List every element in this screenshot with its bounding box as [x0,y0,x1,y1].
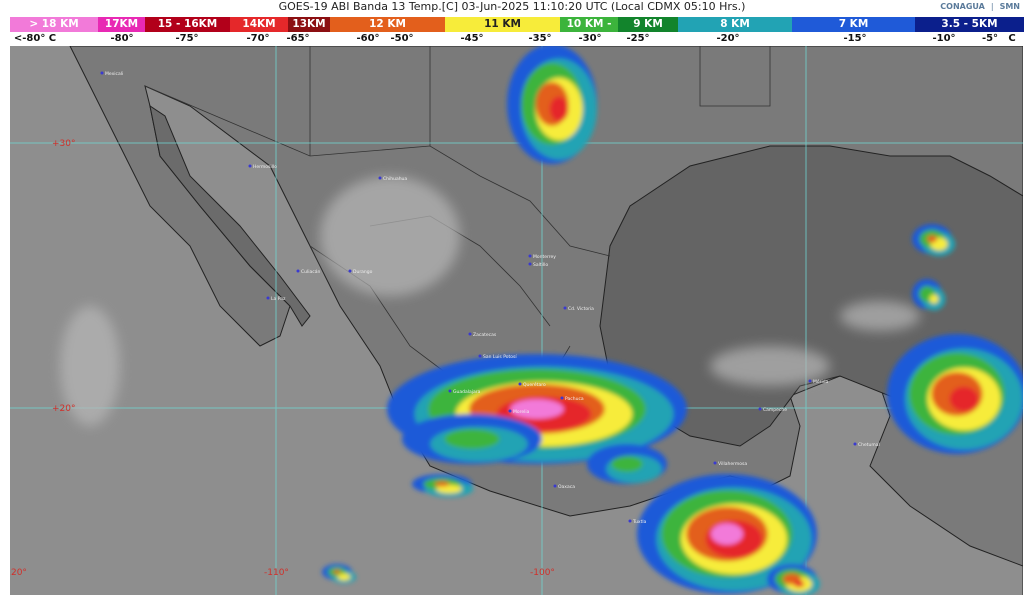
city-label: San Luis Potosí [483,353,517,360]
temperature-label: -10° [932,33,956,44]
city-label: Villahermosa [718,461,747,467]
scale-segment: 8 KM [678,17,792,32]
scale-segment: 11 KM [445,17,560,32]
temperature-label: -20° [716,33,740,44]
city-label: Monterrey [533,254,556,260]
scale-segment: 15 - 16KM [145,17,230,32]
city-labels: Mexicali Hermosillo Chihuahua Culiacán La Pa… [100,71,880,525]
scale-segment: 9 KM [618,17,678,32]
city-label: Culiacán [301,268,320,275]
city-label: Hermosillo [253,164,277,170]
temperature-label: -5° [981,33,999,44]
scale-segment: 10 KM - [560,17,618,32]
temperature-label: C [1008,33,1016,44]
city-marker-icon [713,461,717,465]
city-marker-icon [518,382,522,386]
lat-label-30: +30° [52,139,76,149]
temperature-label: -25° [626,33,650,44]
storm-intensity-contour [333,570,341,574]
storm-intensity-contour [927,235,937,243]
city-marker-icon [248,164,252,168]
city-marker-icon [478,354,482,358]
city-marker-icon [528,254,532,258]
storm-intensity-contour [549,96,569,122]
city-label: Zacatecas [473,332,497,338]
lon-label-100: -100° [530,568,555,578]
city-marker-icon [808,379,812,383]
storm-intensity-contour [444,429,500,449]
city-marker-icon [628,519,632,523]
city-marker-icon [266,296,270,300]
storm-intensity-contour [793,580,805,588]
agency-logos: CONAGUA | SMN [940,2,1020,11]
temperature-label: -15° [843,33,867,44]
temperature-label: <-80° C [13,33,57,44]
city-marker-icon [296,269,300,273]
city-marker-icon [853,442,857,446]
storm-intensity-contour [337,573,351,581]
city-label: Mérida [813,378,829,385]
conagua-logo: CONAGUA [940,2,985,11]
storm-intensity-contour [929,294,939,304]
scale-segment: 3.5 - 5KM [915,17,1024,32]
city-label: Chihuahua [383,176,407,182]
city-label: Tuxtla [632,519,647,525]
temperature-label: -30° [578,33,602,44]
temperature-label: -60° [356,33,380,44]
storm-intensity-contour [611,456,643,472]
cloud-tops [60,176,920,426]
temperature-label: -75° [175,33,199,44]
city-marker-icon [348,269,352,273]
convective-storms [322,46,1023,595]
city-label: Morelia [513,409,530,415]
lon-label-110: -110° [264,568,289,578]
city-marker-icon [563,306,567,310]
scale-segment: > 18 KM [10,17,98,32]
city-marker-icon [378,176,382,180]
scale-segment: 17KM [98,17,145,32]
lat-label-20: +20° [52,404,76,414]
gulf-of-california [149,104,311,327]
storm-intensity-contour [510,399,564,419]
scale-segment: 7 KM [792,17,915,32]
city-marker-icon [553,484,557,488]
scale-segment: 12 KM [330,17,445,32]
temperature-scale: <-80° C -80° -75° -70° -65° -60° -50° -45° -35° -… [0,32,1024,46]
city-label: Mexicali [105,71,123,77]
storm-intensity-contour [949,386,979,412]
city-label: Querétaro [523,381,546,388]
temperature-label: -80° [110,33,134,44]
storm-intensity-contour [435,484,463,494]
city-label: Durango [353,269,373,275]
city-marker-icon [560,396,564,400]
city-label: Saltillo [533,262,548,268]
city-label: Campeche [763,407,787,413]
city-marker-icon [508,409,512,413]
lon-label-120: -120° [10,568,27,578]
storm-intensity-contour [710,523,744,545]
city-label: Pachuca [565,396,584,402]
smn-logo: SMN [999,2,1020,11]
temperature-label: -70° [246,33,270,44]
temperature-label: -50° [390,33,414,44]
city-label: Cd. Victoria [568,306,594,312]
city-marker-icon [448,389,452,393]
city-label: Guadalajara [453,389,481,395]
scale-segment: 13KM [288,17,330,32]
image-title: GOES-19 ABI Banda 13 Temp.[C] 03-Jun-202… [278,0,746,13]
city-marker-icon [468,332,472,336]
temperature-label: -65° [286,33,310,44]
city-label: La Paz [271,296,286,302]
satellite-map: +30° +20° -120° -110° -100° Mexicali Herm… [10,46,1023,595]
city-marker-icon [528,262,532,266]
city-label: Chetumal [858,442,880,448]
temperature-label: -45° [460,33,484,44]
city-label: Oaxaca [558,484,575,490]
temperature-label: -35° [528,33,552,44]
altitude-color-scale: > 18 KM 17KM 15 - 16KM 14KM 13KM 12 KM 11 KM 10… [10,17,1024,32]
city-marker-icon [758,407,762,411]
city-marker-icon [100,71,104,75]
scale-segment: 14KM [230,17,288,32]
storm-intensity-contour [434,481,450,487]
